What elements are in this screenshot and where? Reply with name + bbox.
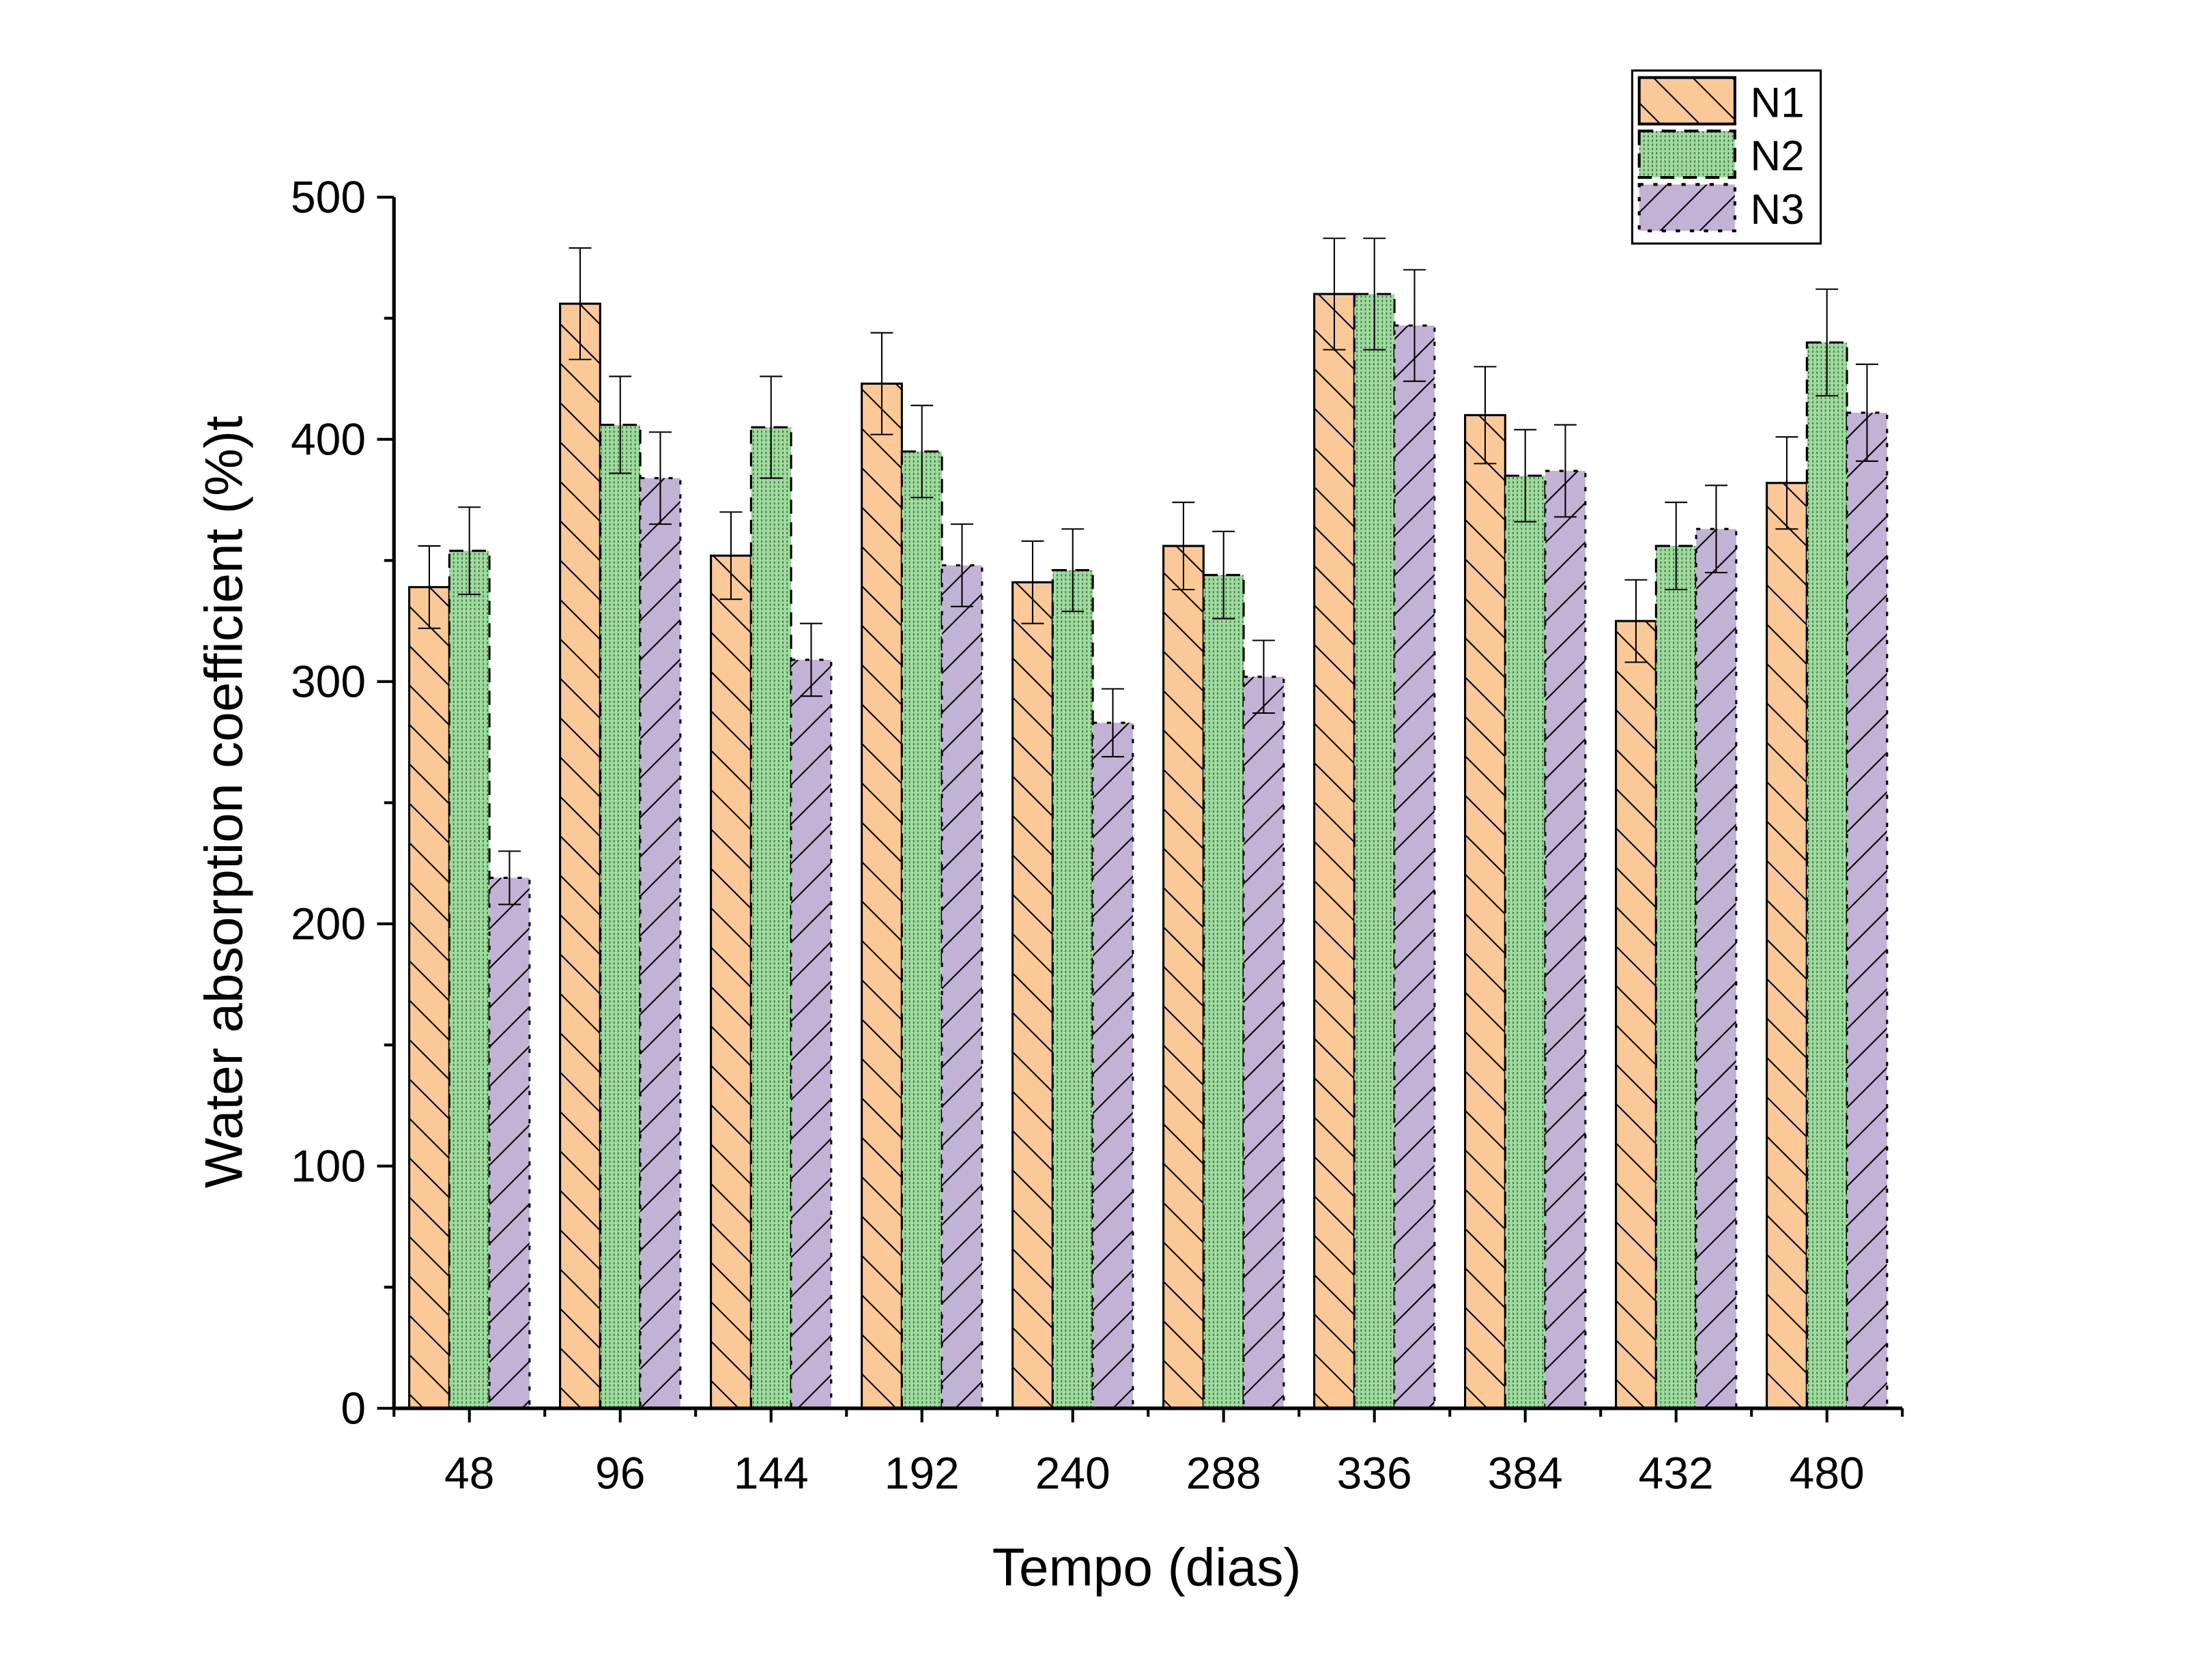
bar-N2-192	[900, 450, 943, 1410]
x-tick-label-384: 384	[1488, 1447, 1563, 1498]
bar-N1-288	[1162, 545, 1205, 1410]
bar-N1-480	[1766, 482, 1808, 1410]
bar-N3-288	[1242, 676, 1285, 1410]
x-tick-label-48: 48	[444, 1447, 494, 1498]
bar-N1-192	[861, 382, 903, 1410]
x-tick-label-288: 288	[1186, 1447, 1261, 1498]
bar-N3-432	[1695, 527, 1738, 1410]
bar-N3-240	[1091, 721, 1134, 1410]
bar-N1-336	[1313, 293, 1355, 1410]
bar-N2-432	[1654, 545, 1697, 1410]
bar-N3-192	[941, 564, 984, 1410]
x-tick-label-480: 480	[1790, 1447, 1865, 1498]
bar-N3-480	[1846, 411, 1889, 1410]
bar-N2-96	[599, 424, 642, 1410]
bar-N3-144	[790, 658, 833, 1410]
legend-swatch-N3	[1637, 183, 1736, 233]
bar-N3-384	[1544, 469, 1587, 1410]
bar-N3-96	[639, 477, 682, 1410]
bar-N2-288	[1202, 574, 1245, 1410]
y-tick-label-300: 300	[291, 656, 366, 707]
y-tick-label-500: 500	[291, 172, 366, 222]
bar-N1-144	[710, 554, 752, 1410]
y-tick-label-200: 200	[291, 899, 366, 949]
bar-N2-480	[1805, 341, 1848, 1410]
bar-N2-384	[1504, 474, 1547, 1410]
bar-N2-240	[1051, 569, 1094, 1410]
x-tick-label-96: 96	[595, 1447, 645, 1498]
x-tick-label-336: 336	[1337, 1447, 1412, 1498]
legend-swatch-N2	[1637, 129, 1736, 179]
bar-N1-96	[559, 302, 601, 1410]
x-tick-label-144: 144	[734, 1447, 809, 1498]
bar-N1-240	[1012, 581, 1054, 1410]
bar-N2-48	[448, 549, 491, 1410]
legend-label-N1: N1	[1751, 79, 1805, 126]
bar-N2-144	[749, 426, 792, 1410]
bar-N1-432	[1615, 620, 1657, 1410]
bar-N2-336	[1353, 293, 1396, 1410]
y-tick-label-100: 100	[291, 1141, 366, 1191]
legend-label-N2: N2	[1751, 133, 1805, 180]
bars-layer	[408, 237, 1889, 1410]
legend: N1 N2 N3	[1631, 69, 1822, 245]
legend-swatch-N1	[1637, 76, 1736, 126]
bar-N1-48	[408, 585, 450, 1410]
y-tick-label-0: 0	[341, 1383, 366, 1434]
y-tick-label-400: 400	[291, 414, 366, 465]
legend-label-N3: N3	[1751, 186, 1805, 233]
bar-N3-48	[488, 876, 531, 1410]
x-tick-label-192: 192	[885, 1447, 960, 1498]
bar-N3-336	[1393, 324, 1436, 1410]
x-tick-label-240: 240	[1035, 1447, 1110, 1498]
x-axis-title: Tempo (dias)	[992, 1537, 1302, 1597]
x-tick-label-432: 432	[1639, 1447, 1714, 1498]
axes: 48 96 144 192 240 288 336 384 432 480 0 100 200 300 40…	[291, 172, 1904, 1498]
bar-N1-384	[1464, 414, 1506, 1410]
y-axis-title: Water absorption coefficient (%)t	[194, 416, 254, 1188]
